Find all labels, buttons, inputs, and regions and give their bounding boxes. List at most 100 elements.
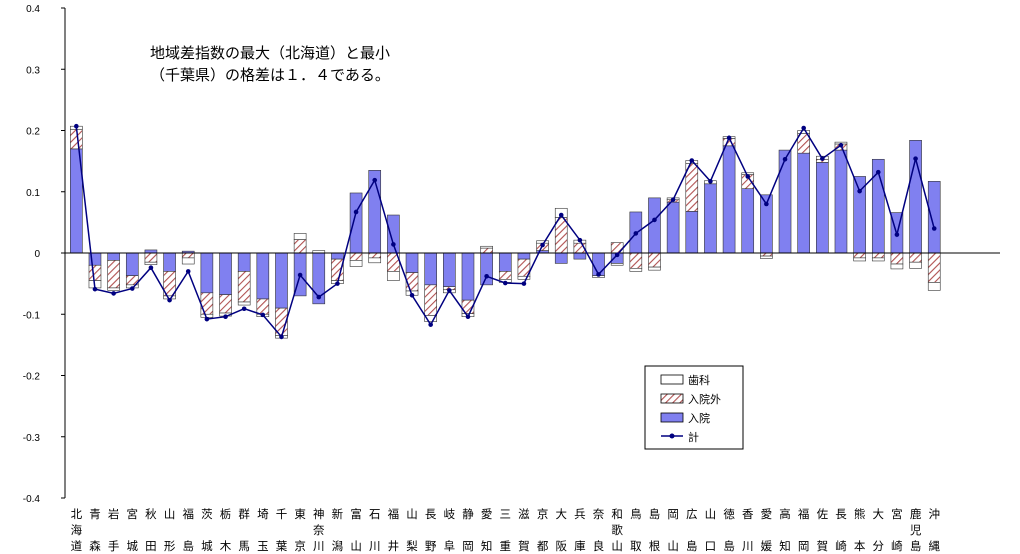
total-point <box>633 231 639 236</box>
x-label: 奈良 <box>593 507 605 553</box>
bar-outpatient <box>219 294 232 314</box>
total-point <box>596 272 601 277</box>
bar-inpatient <box>927 181 941 254</box>
bar-dental <box>144 261 158 265</box>
bar-inpatient <box>498 252 512 272</box>
total-point <box>204 316 210 322</box>
bar-dental <box>181 257 195 265</box>
bar-dental <box>293 233 307 240</box>
bar-outpatient <box>871 252 885 259</box>
bar-dental <box>853 257 866 262</box>
bar-dental <box>387 271 400 281</box>
x-label: 愛知 <box>481 507 493 553</box>
bar-inpatient <box>554 252 568 264</box>
x-label: 東京 <box>294 507 306 553</box>
x-label: 山梨 <box>406 507 418 553</box>
bar-inpatient <box>573 252 587 260</box>
total-point <box>409 292 415 298</box>
x-label: 大分 <box>873 507 885 553</box>
x-label: 群馬 <box>238 507 250 553</box>
bar-inpatient <box>722 145 736 254</box>
bar-dental <box>237 301 251 306</box>
bar-inpatient <box>256 252 270 300</box>
bar-dental <box>909 261 922 269</box>
total-point <box>297 272 303 278</box>
bar-inpatient <box>741 188 755 254</box>
y-tick-label: 0.1 <box>26 188 40 199</box>
legend-swatch-outpatient <box>660 393 684 404</box>
total-point <box>670 197 676 203</box>
total-point <box>782 156 788 162</box>
bar-inpatient <box>648 197 661 254</box>
bar-inpatient <box>405 252 419 273</box>
x-label: 香川 <box>742 507 754 553</box>
bar-inpatient <box>219 252 232 295</box>
bars-layer <box>70 125 941 339</box>
x-label: 広島 <box>686 507 698 553</box>
bar-dental <box>610 263 624 266</box>
category-labels: 北海道青森岩手宮城秋田山形福島茨城栃木群馬埼玉千葉東京神奈川新潟富山石川福井山梨… <box>71 507 941 553</box>
x-label: 神奈川 <box>313 507 325 553</box>
total-point <box>502 280 508 286</box>
x-label: 静岡 <box>462 507 474 553</box>
total-point <box>913 156 918 161</box>
x-label: 滋賀 <box>518 507 530 553</box>
total-point <box>74 123 79 129</box>
total-point <box>838 142 844 148</box>
bar-inpatient <box>480 252 493 286</box>
bar-dental <box>760 255 773 259</box>
legend-label-dental: 歯科 <box>688 373 710 387</box>
bar-outpatient <box>88 264 102 281</box>
bar-inpatient <box>778 149 792 254</box>
bar-inpatient <box>517 252 531 260</box>
bar-dental <box>349 260 363 267</box>
x-label: 埼玉 <box>257 507 269 553</box>
x-label: 高知 <box>779 507 791 553</box>
bar-outpatient <box>200 292 214 315</box>
bar-outpatient <box>368 252 382 259</box>
bar-outpatient <box>144 252 158 263</box>
total-point <box>223 314 228 320</box>
total-point <box>353 209 359 215</box>
bar-outpatient <box>181 252 195 259</box>
bar-inpatient <box>424 252 437 286</box>
x-label: 三重 <box>500 507 512 553</box>
bar-inpatient <box>200 252 214 294</box>
x-label: 青森 <box>89 507 101 553</box>
total-point <box>521 281 527 286</box>
x-label: 富山 <box>350 507 362 553</box>
bar-inpatient <box>816 162 829 254</box>
bar-dental <box>629 268 643 272</box>
y-tick-label: 0.4 <box>26 4 40 15</box>
bar-inpatient <box>237 252 251 272</box>
x-label: 愛媛 <box>761 507 773 553</box>
annotation-line-1: 地域差指数の最大（北海道）と最小 <box>150 44 390 62</box>
bar-dental <box>797 130 810 134</box>
bar-outpatient <box>237 271 251 303</box>
x-label: 和歌山 <box>611 507 623 553</box>
bar-inpatient <box>349 192 363 254</box>
x-label: 岩手 <box>108 507 120 553</box>
bar-inpatient <box>461 252 475 301</box>
total-point <box>801 125 806 131</box>
total-point <box>558 212 564 218</box>
bar-dental <box>480 245 493 249</box>
y-tick-label: -0.1 <box>23 310 41 321</box>
y-tick-label: 0 <box>34 249 40 260</box>
x-label: 徳島 <box>723 507 735 553</box>
x-label: 鹿児島 <box>910 507 922 553</box>
total-point <box>92 286 98 292</box>
y-tick-label: -0.3 <box>23 433 41 444</box>
x-label: 福島 <box>182 507 194 553</box>
y-tick-label: -0.2 <box>23 372 41 383</box>
total-point <box>335 281 340 286</box>
total-point <box>540 242 545 248</box>
y-tick-label: 0.2 <box>26 127 40 138</box>
bar-inpatient <box>275 252 288 309</box>
bar-outpatient <box>909 252 922 263</box>
x-label: 北海道 <box>71 507 83 553</box>
annotation-line-2: （千葉県）の格差は１．４である。 <box>150 66 390 84</box>
total-point <box>894 232 900 237</box>
bar-outpatient <box>293 239 307 254</box>
